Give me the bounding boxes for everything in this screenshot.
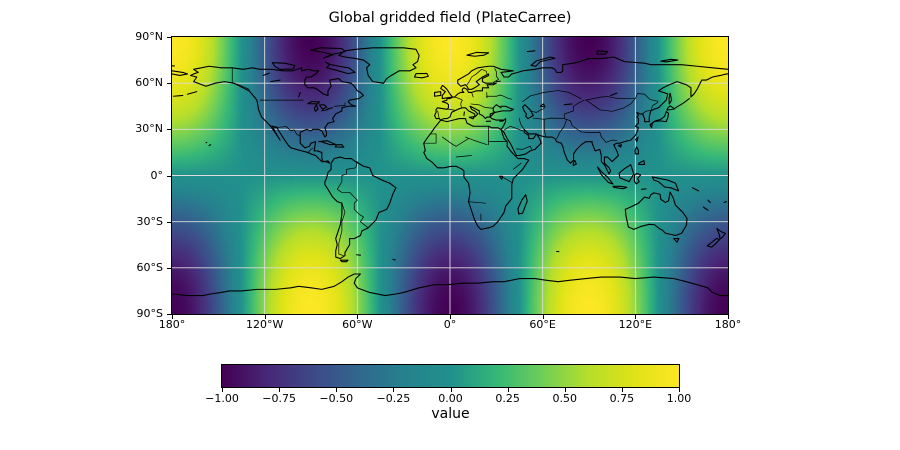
- lon-tick-mark: [542, 315, 544, 319]
- colorbar-tick-label: −0.25: [376, 392, 411, 405]
- lat-tick-mark: [167, 83, 171, 85]
- lat-tick-mark: [167, 221, 171, 223]
- colorbar-tick-label: 1.00: [666, 392, 692, 405]
- lat-tick-mark: [167, 314, 171, 315]
- lat-tick-label: 0°: [150, 168, 164, 182]
- lon-tick-mark: [635, 315, 637, 319]
- lat-tick-label: 30°S: [136, 214, 163, 228]
- lat-tick-mark: [167, 37, 171, 38]
- lat-tick-label: 90°S: [136, 307, 163, 320]
- lat-tick-label: 30°N: [135, 122, 163, 136]
- colorbar-tick-label: −1.00: [205, 392, 239, 405]
- colorbar-tick-mark: [679, 388, 680, 392]
- colorbar-tick-mark: [393, 388, 395, 392]
- colorbar-tick-label: 0.50: [552, 392, 578, 405]
- lat-tick-label: 90°N: [135, 30, 163, 43]
- colorbar-tick-mark: [564, 388, 566, 392]
- lat-tick-label: 60°N: [135, 76, 163, 90]
- colorbar: [221, 364, 680, 388]
- colorbar-tick-mark: [450, 388, 452, 392]
- lon-tick-label: 180°: [158, 318, 186, 331]
- colorbar-tick-mark: [279, 388, 281, 392]
- lat-tick-label: 60°S: [136, 260, 163, 274]
- colorbar-tick-mark: [507, 388, 509, 392]
- lon-tick-mark: [357, 315, 359, 319]
- lat-tick-mark: [167, 267, 171, 269]
- colorbar-tick-mark: [621, 388, 623, 392]
- lon-tick-label: 120°W: [245, 318, 284, 331]
- map-plot-area: [171, 36, 729, 315]
- lon-tick-mark: [264, 315, 266, 319]
- lon-tick-label: 60°E: [529, 318, 556, 331]
- colorbar-canvas: [222, 365, 679, 387]
- colorbar-axis-label: value: [431, 406, 470, 422]
- lon-tick-mark: [172, 315, 173, 319]
- lon-tick-mark: [450, 315, 451, 319]
- colorbar-tick-label: 0.00: [438, 392, 463, 405]
- colorbar-tick-label: 0.25: [495, 392, 520, 405]
- colorbar-tick-label: −0.75: [262, 392, 296, 405]
- map-canvas: [172, 37, 728, 314]
- chart-title: Global gridded field (PlateCarree): [328, 10, 572, 26]
- colorbar-tick-mark: [336, 388, 338, 392]
- lon-tick-label: 0°: [443, 318, 457, 331]
- colorbar-tick-label: 0.75: [609, 392, 635, 405]
- lat-tick-mark: [167, 129, 171, 131]
- lon-tick-label: 60°W: [342, 318, 373, 331]
- lon-tick-mark: [728, 315, 729, 319]
- lon-tick-label: 180°: [714, 318, 742, 331]
- colorbar-tick-mark: [222, 388, 223, 392]
- colorbar-tick-label: −0.50: [319, 392, 354, 405]
- lon-tick-label: 120°E: [618, 318, 653, 331]
- lat-tick-mark: [167, 175, 171, 177]
